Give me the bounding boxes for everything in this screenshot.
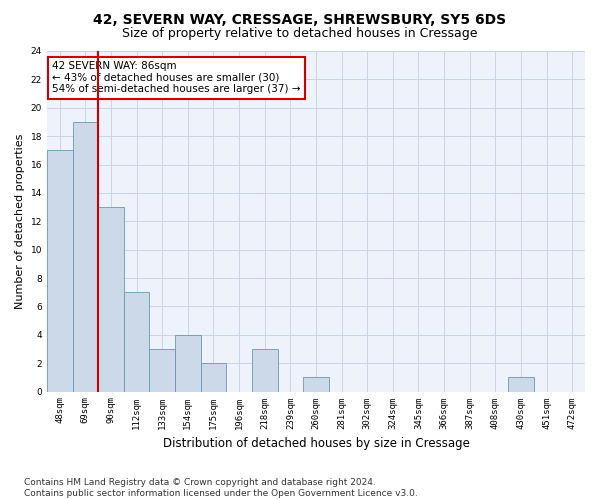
Bar <box>47 150 73 392</box>
Y-axis label: Number of detached properties: Number of detached properties <box>15 134 25 309</box>
Text: Contains HM Land Registry data © Crown copyright and database right 2024.
Contai: Contains HM Land Registry data © Crown c… <box>24 478 418 498</box>
Bar <box>73 122 98 392</box>
Text: 42, SEVERN WAY, CRESSAGE, SHREWSBURY, SY5 6DS: 42, SEVERN WAY, CRESSAGE, SHREWSBURY, SY… <box>94 12 506 26</box>
Bar <box>149 349 175 392</box>
Bar <box>175 335 200 392</box>
Text: Size of property relative to detached houses in Cressage: Size of property relative to detached ho… <box>122 28 478 40</box>
Bar <box>303 378 329 392</box>
Text: 42 SEVERN WAY: 86sqm
← 43% of detached houses are smaller (30)
54% of semi-detac: 42 SEVERN WAY: 86sqm ← 43% of detached h… <box>52 61 301 94</box>
Bar <box>124 292 149 392</box>
Bar <box>252 349 278 392</box>
Bar <box>508 378 534 392</box>
X-axis label: Distribution of detached houses by size in Cressage: Distribution of detached houses by size … <box>163 437 469 450</box>
Bar <box>200 363 226 392</box>
Bar <box>98 207 124 392</box>
